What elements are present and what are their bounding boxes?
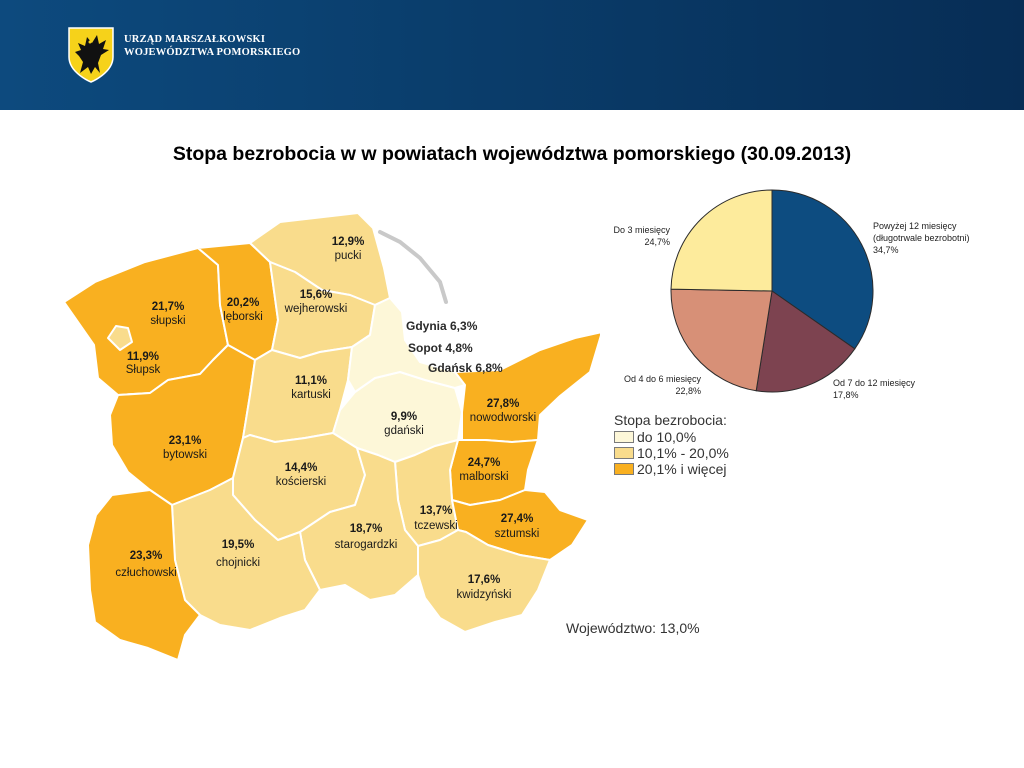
griffin-crest-icon	[68, 27, 114, 83]
region-nowodworski	[454, 331, 600, 443]
name-nowodworski: nowodworski	[470, 412, 536, 424]
pct-pucki: 12,9%	[332, 236, 365, 248]
name-starogardzki: starogardzki	[335, 539, 398, 551]
name-malborski: malborski	[459, 471, 508, 483]
name-chojnicki: chojnicki	[216, 557, 260, 569]
pct-chojnicki: 19,5%	[222, 539, 255, 551]
pie-slices	[670, 189, 874, 393]
name-czluchowski: człuchowski	[115, 567, 176, 579]
pct-starogardzki: 18,7%	[350, 523, 383, 535]
legend-label-high: 20,1% i więcej	[637, 461, 727, 477]
name-pucki: pucki	[335, 250, 362, 262]
pie-label-1-value: 17,8%	[833, 390, 859, 400]
pie-label-1-line1: Od 7 do 12 miesięcy	[833, 378, 916, 388]
legend-item-high: 20,1% i więcej	[614, 461, 729, 477]
unemployment-duration-pie-chart: Powyżej 12 miesięcy (długotrwale bezrobo…	[613, 189, 970, 400]
org-line-1: URZĄD MARSZAŁKOWSKI	[124, 34, 266, 45]
name-bytowski: bytowski	[163, 449, 207, 461]
name-wejherowski: wejherowski	[284, 303, 348, 315]
region-trojmiasto	[347, 297, 466, 393]
name-gdanski: gdański	[384, 425, 424, 437]
pct-slupski: 21,7%	[152, 301, 185, 313]
legend-item-mid: 10,1% - 20,0%	[614, 445, 729, 461]
region-slupsk	[107, 325, 133, 351]
city-label-sopot: Sopot 4,8%	[408, 341, 473, 355]
legend-swatch-mid	[614, 447, 634, 459]
region-czluchowski	[87, 489, 201, 661]
pct-malborski: 24,7%	[468, 457, 501, 469]
pie-label-0-value: 34,7%	[873, 245, 899, 255]
pie-slice-0	[771, 189, 874, 350]
pie-label-3-line1: Do 3 miesięcy	[613, 225, 670, 235]
legend-swatch-high	[614, 463, 634, 475]
pie-label-0-line1: Powyżej 12 miesięcy	[873, 221, 957, 231]
name-leborski: lęborski	[223, 311, 263, 323]
page-title: Stopa bezrobocia w w powiatach województ…	[172, 143, 852, 165]
pie-label-3-value: 24,7%	[644, 237, 670, 247]
name-koscierski: kościerski	[276, 476, 326, 488]
legend-label-mid: 10,1% - 20,0%	[637, 445, 729, 461]
pie-slice-1	[755, 290, 856, 393]
pct-kwidzynski: 17,6%	[468, 574, 501, 586]
header-banner: URZĄD MARSZAŁKOWSKI WOJEWÓDZTWA POMORSKI…	[0, 0, 1024, 110]
pct-kartuski: 11,1%	[295, 375, 327, 387]
name-slupsk: Słupsk	[126, 364, 161, 376]
pct-slupsk: 11,9%	[127, 351, 159, 363]
pct-tczewski: 13,7%	[420, 505, 453, 517]
region-kwidzynski	[417, 529, 551, 633]
pct-bytowski: 23,1%	[169, 435, 202, 447]
name-slupski: słupski	[150, 315, 185, 327]
pct-koscierski: 14,4%	[285, 462, 318, 474]
map-legend: Stopa bezrobocia: do 10,0% 10,1% - 20,0%…	[614, 412, 729, 477]
name-kwidzynski: kwidzyński	[457, 589, 512, 601]
legend-title: Stopa bezrobocia:	[614, 412, 727, 428]
pie-slice-3	[670, 189, 773, 292]
pomorskie-unemployment-map: 21,7% słupski 11,9% Słupsk 20,2% lęborsk…	[63, 212, 600, 661]
pct-sztumski: 27,4%	[501, 513, 534, 525]
hel-peninsula	[378, 230, 448, 304]
city-label-gdansk: Gdańsk 6,8%	[428, 361, 503, 375]
pct-gdanski: 9,9%	[391, 411, 417, 423]
legend-swatch-low	[614, 431, 634, 443]
pie-label-2-value: 22,8%	[675, 386, 701, 396]
name-tczewski: tczewski	[414, 520, 457, 532]
pie-label-2-line1: Od 4 do 6 miesięcy	[624, 374, 702, 384]
legend-item-low: do 10,0%	[614, 429, 729, 445]
legend-label-low: do 10,0%	[637, 429, 697, 445]
pie-slice-2	[670, 288, 773, 392]
name-kartuski: kartuski	[291, 389, 331, 401]
pie-label-0-line2: (długotrwale bezrobotni)	[873, 233, 970, 243]
name-sztumski: sztumski	[495, 528, 540, 540]
organization-name: URZĄD MARSZAŁKOWSKI WOJEWÓDZTWA POMORSKI…	[124, 33, 300, 59]
pct-wejherowski: 15,6%	[300, 289, 333, 301]
pct-leborski: 20,2%	[227, 297, 260, 309]
pct-nowodworski: 27,8%	[487, 398, 520, 410]
region-starogardzki	[299, 447, 419, 601]
pct-czluchowski: 23,3%	[130, 550, 163, 562]
city-label-gdynia: Gdynia 6,3%	[406, 319, 478, 333]
voivodeship-total: Województwo: 13,0%	[566, 620, 700, 636]
org-line-2: WOJEWÓDZTWA POMORSKIEGO	[124, 47, 301, 58]
